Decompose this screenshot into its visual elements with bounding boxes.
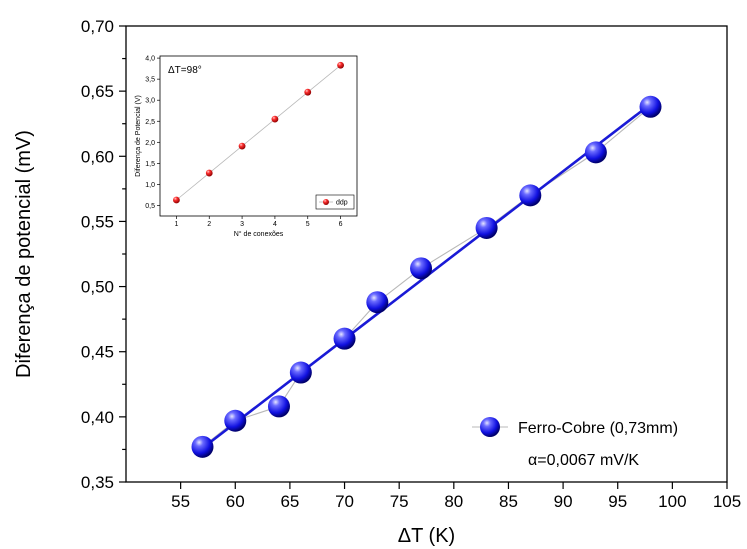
main-x-tick-label: 80	[444, 492, 463, 511]
inset-data-point	[304, 88, 312, 96]
main-data-point	[639, 95, 662, 118]
main-data-point	[475, 216, 498, 239]
inset-data-point	[271, 115, 279, 123]
inset-data-point	[337, 61, 344, 69]
main-data-point	[191, 435, 214, 458]
legend-label: Ferro-Cobre (0,73mm)	[518, 420, 678, 437]
inset-y-tick-label: 2,0	[145, 140, 155, 147]
main-x-tick-label: 90	[554, 492, 573, 511]
inset-data-point	[238, 142, 246, 150]
main-connector-segment	[420, 227, 487, 269]
inset-x-axis-title: N° de conexões	[234, 230, 284, 238]
inset-y-tick-label: 1,5	[145, 161, 155, 168]
main-y-tick-label: 0,55	[81, 212, 114, 231]
main-data-point	[289, 361, 312, 384]
main-legend: Ferro-Cobre (0,73mm) α=0,0067 mV/K	[472, 417, 678, 469]
main-x-tick-label: 95	[608, 492, 627, 511]
main-y-tick-label: 0,60	[81, 147, 114, 166]
main-x-tick-label: 55	[171, 492, 190, 511]
main-x-axis: 55 60 65 70 75 80 85 90 95 100 105	[171, 482, 741, 511]
inset-plot-frame	[159, 55, 358, 217]
main-data-point	[410, 257, 433, 280]
inset-x-tick-label: 6	[339, 221, 343, 228]
main-x-tick-label: 100	[658, 492, 686, 511]
inset-y-axis: 0,5 1,0 1,5 2,0 2,5 3,0 3,5 4,0	[145, 56, 160, 210]
main-data-point	[224, 409, 247, 432]
legend-marker	[480, 417, 500, 437]
main-y-axis-title: Diferença de potencial (mV)	[13, 130, 35, 378]
inset-y-tick-label: 3,5	[145, 77, 155, 84]
main-chart: 55 60 65 70 75 80 85 90 95 100 105 0,350,400,450,5…	[13, 17, 741, 547]
inset-y-tick-label: 2,5	[145, 119, 155, 126]
main-x-tick-label: 75	[390, 492, 409, 511]
main-connector-segment	[595, 106, 651, 153]
alpha-annotation: α=0,0067 mV/K	[528, 452, 639, 469]
inset-x-axis: 1 2 3 4 5 6	[174, 216, 343, 228]
inset-legend-label: ddp	[336, 200, 348, 207]
main-y-tick-label: 0,50	[81, 278, 114, 297]
inset-x-tick-label: 2	[207, 221, 211, 228]
inset-y-axis-title: Diferença de Potencial (V)	[135, 95, 142, 177]
inset-legend-marker	[323, 199, 329, 205]
inset-x-tick-label: 5	[306, 221, 310, 228]
main-data-point	[333, 327, 356, 350]
main-data-point	[267, 395, 290, 418]
main-data-points	[191, 95, 662, 458]
inset-chart: 1 2 3 4 5 6 0,5 1,0 1,5 2,0 2,5 3,0 3,5 4,0 N° de co…	[135, 55, 358, 238]
inset-connector-segment	[307, 64, 341, 93]
inset-x-tick-label: 1	[174, 221, 178, 228]
main-x-axis-title: ΔT (K)	[398, 525, 455, 547]
inset-y-tick-label: 3,0	[145, 98, 155, 105]
inset-data-point	[173, 196, 180, 204]
inset-legend: ddp	[315, 194, 355, 210]
inset-connector-segment	[241, 118, 276, 147]
inset-legend-box	[315, 194, 355, 210]
inset-connector-segment	[176, 172, 210, 201]
main-data-point	[519, 184, 542, 207]
inset-connector-segment	[208, 145, 243, 174]
inset-y-tick-label: 4,0	[145, 56, 155, 63]
main-y-axis: 0,35 0,40 0,45 0,50 0,55 0,60 0,65 0,70	[81, 17, 126, 492]
main-data-point	[366, 291, 389, 314]
inset-x-tick-label: 4	[273, 221, 277, 228]
inset-connector-lines	[176, 64, 341, 201]
main-y-tick-label: 0,40	[81, 408, 114, 427]
inset-y-tick-label: 0,5	[145, 203, 155, 210]
inset-data-points	[173, 61, 344, 204]
main-x-tick-label: 60	[226, 492, 245, 511]
main-x-tick-label: 65	[280, 492, 299, 511]
main-x-tick-label: 105	[713, 492, 741, 511]
main-y-tick-label: 0,70	[81, 17, 114, 36]
main-y-tick-label: 0,65	[81, 82, 114, 101]
main-y-tick-label: 0,45	[81, 343, 114, 362]
main-x-tick-label: 70	[335, 492, 354, 511]
inset-x-tick-label: 3	[240, 221, 244, 228]
inset-delta-t-annotation: ΔT=98°	[168, 65, 202, 76]
main-y-tick-label: 0,35	[81, 473, 114, 492]
main-data-point	[584, 141, 607, 164]
inset-data-point	[205, 169, 213, 177]
main-x-tick-label: 85	[499, 492, 518, 511]
inset-y-tick-label: 1,0	[145, 182, 155, 189]
inset-connector-segment	[274, 91, 309, 120]
